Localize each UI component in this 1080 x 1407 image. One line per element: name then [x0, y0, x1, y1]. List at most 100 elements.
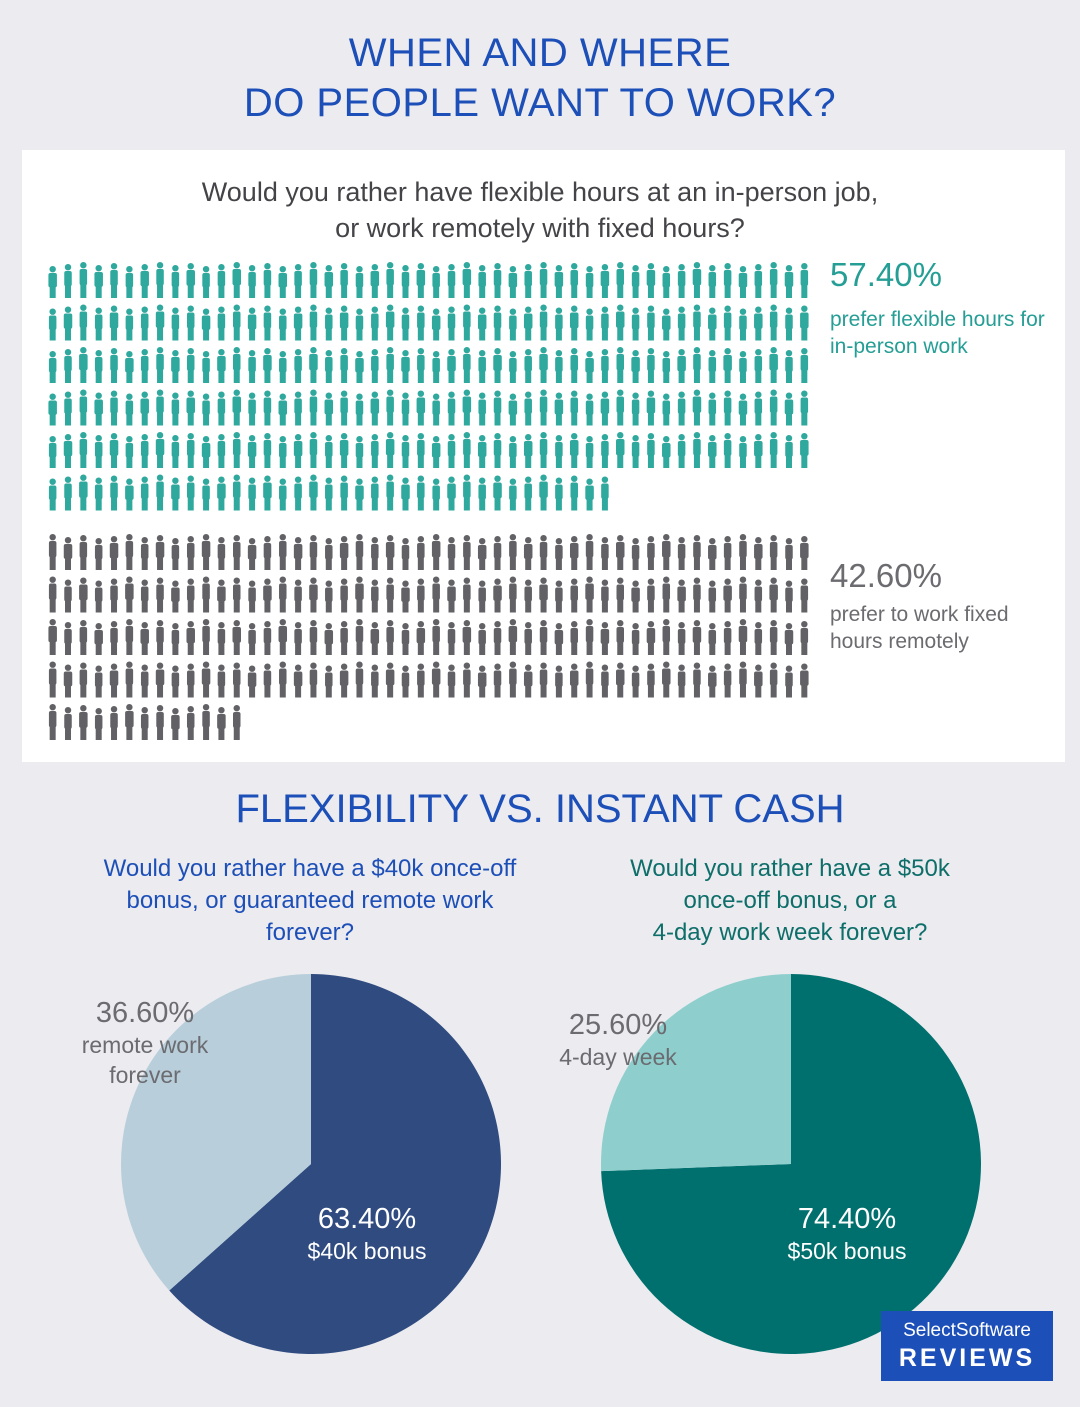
person-icon-remote [325, 665, 333, 698]
person-icon-flexible [647, 348, 655, 383]
person-icon-flexible [800, 433, 809, 468]
person-icon-flexible [432, 393, 440, 426]
person-icon-remote [371, 579, 379, 613]
person-icon-remote [401, 580, 410, 613]
person-icon-flexible [646, 263, 656, 298]
person-icon-flexible [555, 477, 563, 511]
person-icon-flexible [477, 307, 487, 341]
person-icon-flexible [463, 474, 471, 511]
person-icon-flexible [555, 435, 563, 468]
person-icon-remote [723, 663, 732, 698]
person-icon-remote [739, 576, 747, 613]
person-icon-flexible [155, 304, 165, 341]
selectsoftware-logo: SelectSoftware REVIEWS [881, 1311, 1053, 1381]
person-icon-remote [248, 623, 256, 655]
person-icon-flexible [585, 393, 594, 426]
person-icon-remote [339, 663, 349, 698]
person-icon-flexible [247, 435, 257, 468]
person-icon-flexible [94, 477, 103, 511]
person-icon-flexible [371, 434, 379, 468]
person-icon-flexible [708, 435, 717, 468]
person-icon-flexible [708, 307, 717, 341]
person-icon-remote [554, 623, 564, 655]
person-icon-remote [539, 535, 548, 570]
person-icon-remote [309, 535, 318, 570]
pie2-major-label: 74.40% $50k bonus [752, 1202, 942, 1266]
person-icon-flexible [585, 436, 594, 468]
person-icon-flexible [785, 435, 793, 468]
person-icon-remote [217, 664, 226, 698]
person-icon-flexible [125, 436, 134, 468]
person-icon-remote [140, 579, 149, 613]
person-icon-flexible [48, 351, 57, 383]
person-icon-flexible [509, 308, 517, 341]
person-icon-flexible [64, 264, 72, 298]
person-icon-remote [125, 661, 134, 698]
person-icon-flexible [324, 265, 334, 298]
person-icon-remote [94, 708, 103, 740]
person-icon-remote [171, 665, 180, 698]
person-icon-remote [555, 580, 563, 613]
person-icon-flexible [294, 349, 302, 383]
person-icon-remote [723, 536, 732, 570]
person-icon-flexible [279, 478, 287, 511]
person-icon-remote [186, 663, 195, 698]
person-icon-remote [155, 535, 165, 570]
person-icon-remote [463, 535, 471, 570]
person-icon-remote [447, 664, 456, 698]
person-icon-remote [156, 620, 164, 655]
person-icon-remote [478, 580, 486, 613]
person-icon-flexible [493, 305, 502, 341]
person-icon-flexible [677, 391, 686, 426]
person-icon-remote [186, 621, 195, 655]
person-icon-remote [723, 578, 732, 613]
pie1-major-label: 63.40% $40k bonus [272, 1202, 462, 1266]
person-icon-remote [601, 579, 609, 613]
person-icon-flexible [340, 390, 348, 426]
person-icon-flexible [692, 262, 702, 298]
person-icon-remote [646, 621, 656, 655]
person-icon-flexible [477, 435, 487, 468]
person-icon-flexible [462, 262, 472, 298]
person-icon-flexible [309, 304, 318, 341]
person-icon-flexible [64, 349, 72, 383]
person-icon-remote [585, 661, 594, 698]
person-icon-remote [662, 661, 671, 698]
person-icon-flexible [447, 434, 456, 468]
person-icon-remote [186, 706, 195, 740]
person-icon-flexible [248, 265, 256, 298]
person-icon-remote [217, 622, 226, 655]
person-icon-remote [339, 536, 349, 570]
person-icon-flexible [523, 306, 533, 341]
person-icon-flexible [647, 305, 655, 341]
person-icon-remote [233, 535, 241, 570]
person-icon-flexible [340, 348, 348, 383]
person-icon-remote [233, 577, 241, 613]
person-icon-remote [155, 662, 165, 698]
person-icon-flexible [417, 475, 425, 511]
person-icon-flexible [94, 265, 103, 298]
person-icon-flexible [233, 304, 241, 341]
person-icon-remote [247, 538, 257, 570]
person-icon-remote [202, 619, 210, 655]
person-icon-flexible [309, 389, 318, 426]
person-icon-flexible [417, 348, 425, 383]
person-icon-remote [785, 665, 793, 698]
question-1-line-1: Would you rather have flexible hours at … [201, 177, 879, 207]
person-icon-remote [294, 579, 302, 613]
person-icon-remote [79, 705, 88, 740]
person-icon-remote [94, 580, 103, 613]
person-icon-remote [278, 619, 288, 655]
person-icon-flexible [293, 306, 303, 341]
person-icon-flexible [401, 392, 410, 426]
pie2-minor-percent: 25.60% [568, 1009, 668, 1041]
person-icon-flexible [140, 349, 149, 383]
person-icon-remote [647, 578, 655, 613]
person-icon-remote [754, 537, 763, 570]
person-icon-flexible [110, 390, 118, 426]
person-icon-flexible [447, 264, 456, 298]
person-icon-remote [569, 663, 579, 698]
person-icon-flexible [431, 308, 441, 341]
person-icon-flexible [385, 304, 395, 341]
right-question-line-2: once-off bonus, or a [683, 887, 897, 914]
